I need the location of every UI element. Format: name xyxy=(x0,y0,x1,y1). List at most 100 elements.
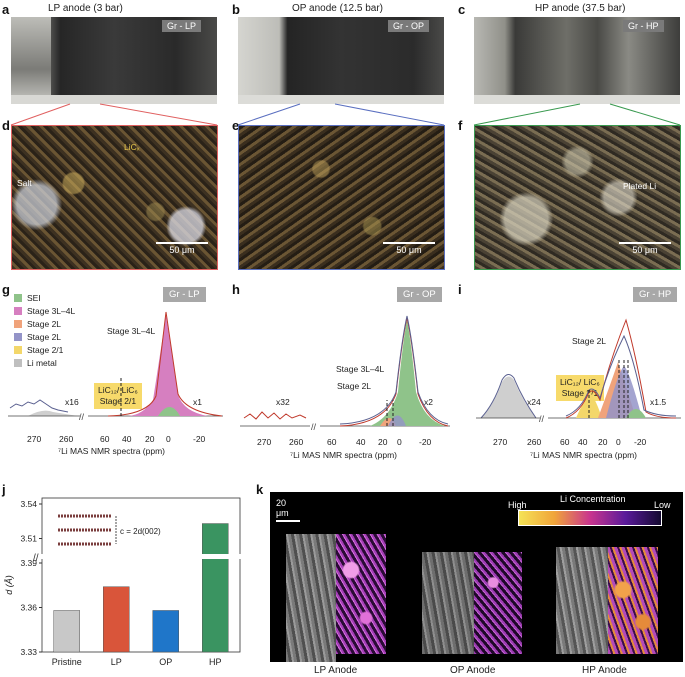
x-tick-label: -20 xyxy=(634,437,647,447)
op-li-map xyxy=(474,552,522,654)
panel-b-title: OP anode (12.5 bar) xyxy=(292,3,383,14)
panel-a-title: LP anode (3 bar) xyxy=(48,3,123,14)
x-tick-label: 0 xyxy=(616,437,621,447)
x-tick-label: 40 xyxy=(356,437,366,447)
legend-item: Li metal xyxy=(14,358,57,368)
nmr-spectrum-h: // xyxy=(240,315,450,432)
legend-item: Stage 2L xyxy=(14,332,61,342)
axis-break-band xyxy=(36,554,242,559)
li-metal-fill xyxy=(28,410,78,416)
bar xyxy=(53,610,80,653)
label-hp-anode: HP Anode xyxy=(582,665,627,676)
legend-swatch xyxy=(14,307,22,315)
xlabel-i: ⁷Li MAS NMR spectra (ppm) xyxy=(530,450,637,460)
bench-edge xyxy=(474,95,680,104)
legend-label: Stage 2/1 xyxy=(27,345,64,355)
x-tick-label: 260 xyxy=(289,437,304,447)
hp-micrograph: Plated Li 50 μm xyxy=(474,125,681,270)
x-tick-label: 40 xyxy=(578,437,588,447)
x-tick-label: 270 xyxy=(493,437,508,447)
legend-label: Li metal xyxy=(27,358,57,368)
x-tick-label: 0 xyxy=(397,437,402,447)
sei-peak-h xyxy=(370,320,445,426)
x-tick-label: LP xyxy=(111,657,122,667)
panel-h-letter: h xyxy=(232,282,240,297)
tag-gr-lp: Gr - LP xyxy=(162,20,202,32)
op-sem xyxy=(422,552,474,654)
y-tick-label: 3.39 xyxy=(20,558,37,568)
plated-li-label: Plated Li xyxy=(623,181,657,191)
sei-peak xyxy=(158,407,180,416)
panel-f-letter: f xyxy=(458,118,463,133)
tag-gr-op: Gr - OP xyxy=(388,20,429,32)
inset-label: c = 2d(002) xyxy=(120,527,161,536)
lp-micrograph: LiCₓ Salt 50 μm xyxy=(11,125,218,270)
mult-right-h: x2 xyxy=(424,397,433,407)
hp-li-map xyxy=(608,547,658,654)
mult-right-i: x1.5 xyxy=(650,397,667,407)
nmr-spectrum-i: // xyxy=(476,318,681,424)
y-axis-label: d (Å) xyxy=(4,575,14,595)
x-tick-label: HP xyxy=(209,657,222,667)
x-tick-label: 270 xyxy=(27,434,42,444)
legend-item: Stage 3L–4L xyxy=(14,306,75,316)
axis-break-mark: // xyxy=(33,553,39,564)
label-op-anode: OP Anode xyxy=(450,665,496,676)
svg-text://: // xyxy=(79,412,85,422)
panel-j-letter: j xyxy=(2,482,6,497)
x-tick-label: 20 xyxy=(145,434,155,444)
x-tick-label: 260 xyxy=(59,434,74,444)
panel-g-letter: g xyxy=(2,282,10,297)
stage-3l-4l-label: Stage 3L–4L xyxy=(107,326,156,336)
stage-2l-label-i: Stage 2L xyxy=(572,336,607,346)
colorbar-title: Li Concentration xyxy=(560,494,626,504)
legend-swatch xyxy=(14,294,22,302)
y-tick-label: 3.51 xyxy=(20,534,37,544)
legend-item: Stage 2L xyxy=(14,319,61,329)
legend-item: SEI xyxy=(14,293,41,303)
colorbar-low: Low xyxy=(654,500,671,510)
xlabel-g: ⁷Li MAS NMR spectra (ppm) xyxy=(58,446,165,456)
mult-right-g: x1 xyxy=(193,397,202,407)
legend-item: Stage 2/1 xyxy=(14,345,63,355)
bar-chart-j: 3.33 3.36 3.39 3.51 3.54 d (Å) Pristine LP OP HP /… xyxy=(4,497,242,667)
legend-label: Stage 2L xyxy=(27,332,62,342)
label-lp-anode: LP Anode xyxy=(314,665,358,676)
colorbar-high: High xyxy=(508,500,527,510)
panel-i-letter: i xyxy=(458,282,462,297)
nmr-spectrum-g: // xyxy=(8,311,223,422)
scale-bar-d: 50 μm xyxy=(156,242,208,255)
x-tick-label: -20 xyxy=(193,434,206,444)
xlabel-h: ⁷Li MAS NMR spectra (ppm) xyxy=(290,450,397,460)
stage-3l-4l-peak xyxy=(128,315,208,416)
stage-2l-label-h: Stage 2L xyxy=(337,381,372,391)
y-tick-label: 3.33 xyxy=(20,647,37,657)
y-tick-label: 3.36 xyxy=(20,603,37,613)
li-concentration-colorbar xyxy=(518,510,662,526)
x-tick-label: 40 xyxy=(122,434,132,444)
mult-left-h: x32 xyxy=(276,397,290,407)
bar xyxy=(152,610,179,653)
svg-text://: // xyxy=(311,422,317,432)
foil-fold xyxy=(11,17,51,104)
legend-label: Stage 2L xyxy=(27,319,62,329)
hp-sem xyxy=(556,547,608,654)
x-tick-label: 60 xyxy=(100,434,110,444)
scale-bar-f: 50 μm xyxy=(619,242,671,255)
stage-3l-4l-label-h: Stage 3L–4L xyxy=(336,364,385,374)
licx-label: LiCₓ xyxy=(124,142,140,152)
panel-k-frame: 20 μm Li Concentration High Low xyxy=(270,492,683,662)
op-micrograph: 50 μm xyxy=(238,125,445,270)
x-tick-label: 60 xyxy=(327,437,337,447)
x-tick-label: 0 xyxy=(166,434,171,444)
x-tick-label: Pristine xyxy=(52,657,82,667)
tag-gr-op-nmr: Gr - OP xyxy=(397,287,442,302)
panel-c-title: HP anode (37.5 bar) xyxy=(535,3,626,14)
panel-e-letter: e xyxy=(232,118,240,133)
stage-2-1-box-i: LiC₁₂/ LiC₆ Stage 2/1 xyxy=(556,375,604,401)
x-tick-label: 260 xyxy=(527,437,542,447)
salt-label: Salt xyxy=(17,178,32,188)
lp-li-map xyxy=(336,534,386,654)
x-tick-label: 20 xyxy=(378,437,388,447)
tag-gr-lp-nmr: Gr - LP xyxy=(163,287,206,302)
